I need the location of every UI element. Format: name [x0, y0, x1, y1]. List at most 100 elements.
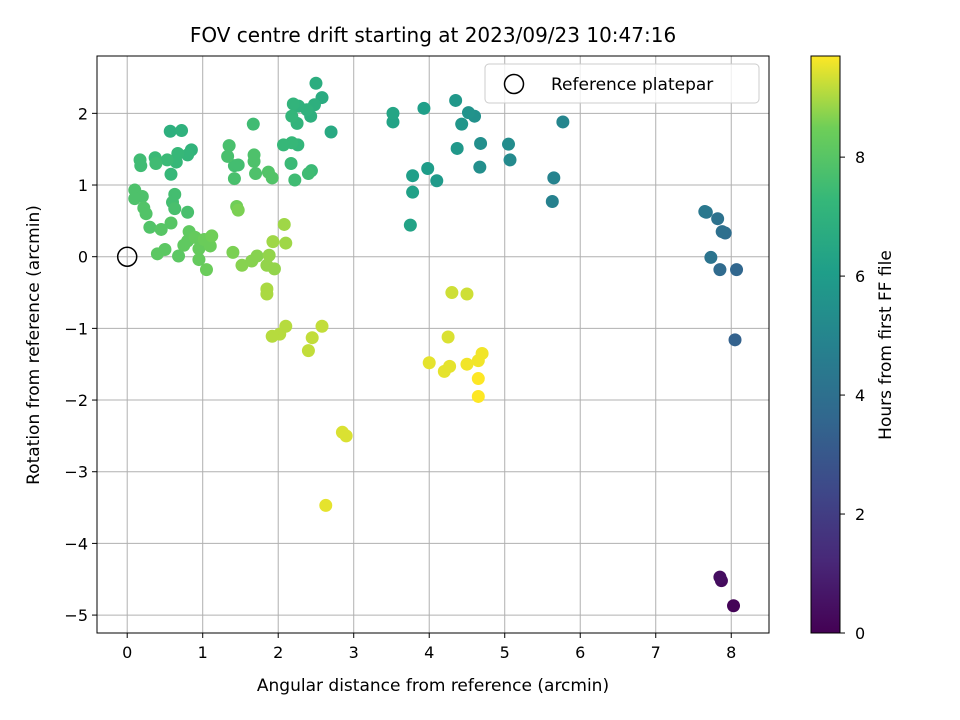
colorbar-gradient — [810, 55, 841, 634]
data-point — [422, 356, 436, 370]
data-point — [181, 205, 195, 219]
data-point — [276, 138, 290, 152]
data-point — [713, 263, 727, 277]
legend: Reference platepar — [484, 63, 760, 104]
y-axis-ticks: −5 −4 −3 −2 −1 0 1 2 — [64, 104, 97, 625]
data-point — [315, 319, 329, 333]
data-point — [445, 286, 459, 300]
y-tick-label: 0 — [78, 248, 88, 267]
data-point — [417, 101, 431, 115]
data-point — [203, 239, 217, 253]
data-point — [441, 330, 455, 344]
data-point — [139, 207, 153, 221]
data-point — [324, 125, 338, 139]
data-point — [227, 172, 241, 186]
data-point — [461, 106, 475, 120]
data-point — [301, 344, 315, 358]
data-point — [301, 167, 315, 181]
data-point — [181, 148, 195, 162]
colorbar-tick-label: 2 — [855, 505, 865, 524]
colorbar-ticks: 0 2 4 6 8 — [840, 148, 865, 643]
data-point — [443, 359, 457, 373]
chart-title: FOV centre drift starting at 2023/09/23 … — [190, 23, 676, 47]
colorbar: 0 2 4 6 8 Hours from first FF file — [810, 55, 896, 643]
data-point — [163, 124, 177, 138]
data-point — [502, 137, 516, 151]
data-point — [164, 167, 178, 181]
data-point — [247, 148, 261, 162]
data-point — [154, 222, 168, 236]
data-point — [279, 236, 293, 250]
data-point — [175, 124, 189, 138]
data-point — [231, 158, 245, 172]
data-point — [460, 287, 474, 301]
data-point — [406, 169, 420, 183]
data-point — [545, 195, 559, 209]
scatter-points — [128, 76, 744, 613]
data-point — [421, 162, 435, 176]
data-point — [221, 149, 235, 163]
data-point — [265, 329, 279, 343]
data-point — [305, 331, 319, 345]
data-point — [288, 173, 302, 187]
x-tick-label: 0 — [122, 643, 132, 662]
data-point — [262, 248, 276, 262]
data-point — [704, 250, 718, 264]
data-point — [386, 106, 400, 120]
y-tick-label: −5 — [64, 606, 88, 625]
data-point — [149, 157, 163, 171]
data-point — [164, 216, 178, 230]
data-point — [250, 249, 264, 263]
data-point — [450, 141, 464, 155]
data-point — [267, 262, 281, 276]
y-tick-label: 2 — [78, 104, 88, 123]
data-point — [547, 171, 561, 185]
colorbar-label: Hours from first FF file — [876, 250, 896, 440]
y-tick-label: −2 — [64, 391, 88, 410]
data-point — [205, 229, 219, 243]
legend-box — [484, 63, 760, 104]
data-point — [172, 249, 186, 263]
y-tick-label: −1 — [64, 319, 88, 338]
data-point — [730, 263, 744, 277]
x-axis-ticks: 0 1 2 3 4 5 6 7 8 — [122, 633, 736, 662]
data-point — [277, 217, 291, 231]
data-point — [430, 174, 444, 188]
x-tick-label: 8 — [726, 643, 736, 662]
x-tick-label: 6 — [575, 643, 585, 662]
data-point — [134, 159, 148, 173]
plot-frame — [96, 55, 770, 634]
data-point — [143, 220, 157, 234]
y-tick-label: 1 — [78, 176, 88, 195]
y-tick-label: −3 — [64, 463, 88, 482]
data-point — [403, 218, 417, 232]
colorbar-tick-label: 8 — [855, 148, 865, 167]
data-point — [503, 153, 517, 167]
data-point — [319, 498, 333, 512]
data-point — [339, 429, 353, 443]
x-tick-label: 3 — [349, 643, 359, 662]
data-point — [265, 171, 279, 185]
data-point — [260, 287, 274, 301]
data-point — [284, 157, 298, 171]
data-point — [556, 115, 570, 129]
data-point — [158, 243, 172, 257]
data-point — [285, 109, 299, 123]
data-point — [222, 139, 236, 153]
data-point — [713, 570, 727, 584]
data-point — [474, 136, 488, 150]
colorbar-tick-label: 6 — [855, 267, 865, 286]
x-tick-label: 5 — [500, 643, 510, 662]
data-point — [199, 263, 213, 277]
x-tick-label: 4 — [424, 643, 434, 662]
colorbar-tick-label: 0 — [855, 624, 865, 643]
data-point — [715, 225, 729, 239]
data-point — [449, 93, 463, 107]
data-point — [160, 153, 174, 167]
data-point — [266, 235, 280, 249]
data-point — [286, 97, 300, 111]
data-point — [192, 253, 206, 267]
x-tick-label: 2 — [273, 643, 283, 662]
legend-entry: Reference platepar — [551, 75, 713, 95]
data-point — [471, 389, 485, 403]
